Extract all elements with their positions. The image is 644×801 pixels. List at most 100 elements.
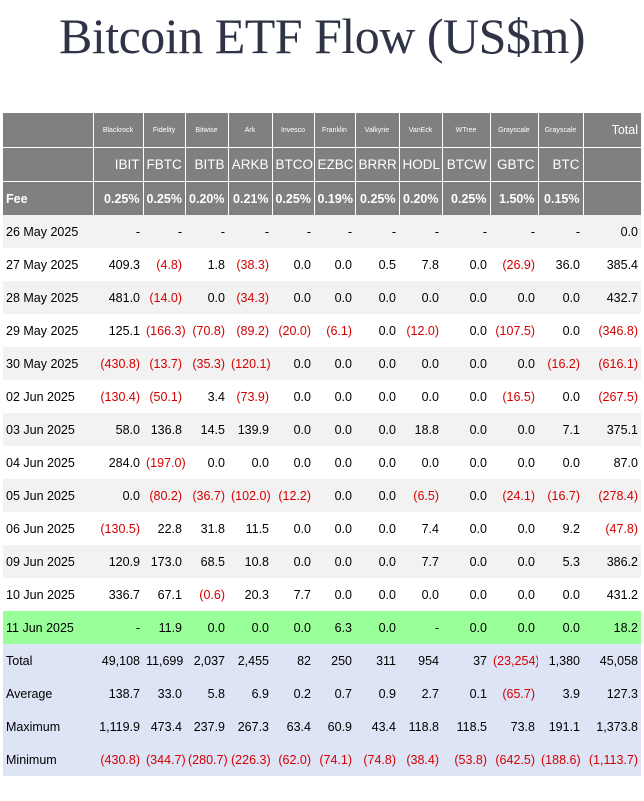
date-cell: 11 Jun 2025	[3, 611, 93, 644]
flow-cell: (166.3)	[146, 323, 185, 338]
summary-cell: 138.7	[93, 677, 143, 710]
summary-cell: (188.6)	[538, 743, 583, 776]
flow-cell: (73.9)	[236, 389, 269, 404]
fee-cell: 0.15%	[538, 181, 584, 215]
date-cell: 27 May 2025	[6, 257, 79, 272]
flow-cell: 0.0	[517, 587, 535, 602]
date-cell: 28 May 2025	[3, 281, 93, 314]
issuer-header: Bitwise	[185, 113, 229, 148]
table-row: 27 May 2025 409.3 (4.8) 1.8 (38.3) 0.0 0.0 0.5 7…	[3, 248, 641, 281]
flow-cell: 0.0	[334, 455, 352, 470]
ticker-header: BTC	[538, 147, 584, 182]
flow-cell: 0.0	[355, 281, 399, 314]
flow-cell: 0.0	[334, 389, 352, 404]
summary-cell: (430.8)	[93, 743, 143, 776]
flow-cell: 7.7	[399, 545, 442, 578]
summary-row: Minimum (430.8) (344.7) (280.7) (226.3) (62.0…	[3, 743, 641, 776]
flow-cell: (38.3)	[236, 257, 269, 272]
issuer-header: Franklin	[314, 113, 356, 148]
summary-cell: (226.3)	[228, 743, 272, 776]
flow-cell: (12.0)	[406, 323, 439, 338]
flow-cell: 0.0	[469, 521, 487, 536]
flow-cell: 0.5	[378, 257, 396, 272]
summary-cell: 3.9	[538, 677, 583, 710]
flow-cell: 0.0	[378, 323, 396, 338]
flow-cell: (14.0)	[143, 281, 185, 314]
flow-cell: 31.8	[200, 521, 225, 536]
flow-cell: 336.7	[108, 587, 140, 602]
flow-cell: 7.7	[293, 587, 311, 602]
flow-cell: 14.5	[185, 413, 228, 446]
fee-cell: 0.25%	[93, 181, 144, 215]
summary-row: Total 49,108 11,699 2,037 2,455 82 250 311 954 37…	[3, 644, 641, 677]
table-row: 29 May 2025 125.1 (166.3) (70.8) (89.2) (20.0…	[3, 314, 641, 347]
summary-cell: (53.8)	[442, 743, 490, 776]
table-row: 04 Jun 2025 284.0 (197.0) 0.0 0.0 0.0 0.0 0.0 0.…	[3, 446, 641, 479]
summary-cell: (280.7)	[185, 743, 228, 776]
flow-cell: 0.0	[517, 521, 535, 536]
flow-cell: 0.0	[442, 281, 490, 314]
flow-cell: -	[272, 215, 314, 248]
flow-cell: 10.8	[228, 545, 272, 578]
flow-cell: 0.0	[314, 545, 355, 578]
flow-cell: (34.3)	[228, 281, 272, 314]
row-total-cell: 432.7	[583, 281, 641, 314]
summary-cell: 118.5	[442, 710, 490, 743]
flow-cell: 0.0	[399, 347, 442, 380]
summary-cell: 0.1	[442, 677, 490, 710]
flow-cell: (80.2)	[143, 479, 185, 512]
flow-cell: -	[143, 215, 185, 248]
flow-cell: 0.0	[562, 455, 580, 470]
flow-cell: 0.0	[421, 455, 439, 470]
flow-cell: 0.0	[517, 455, 535, 470]
flow-cell: 0.0	[469, 257, 487, 272]
flow-cell: 0.0	[442, 545, 490, 578]
flow-cell: 68.5	[185, 545, 228, 578]
table-row: 11 Jun 2025-11.9 0.0 0.0 0.0 6.3 0.0-0.0 0.0 0.…	[3, 611, 641, 644]
flow-cell: 0.0	[228, 611, 272, 644]
flow-cell: 0.0	[93, 479, 143, 512]
summary-cell: 118.8	[399, 710, 442, 743]
flow-cell: (102.0)	[228, 479, 272, 512]
ticker-header: HODL	[399, 147, 443, 182]
row-total-cell: 0.0	[583, 215, 641, 248]
flow-cell: 18.8	[399, 413, 442, 446]
row-total-cell: 386.2	[583, 545, 641, 578]
summary-cell: (344.7)	[143, 743, 185, 776]
issuer-header: Blackrock	[93, 113, 144, 148]
flow-cell: 20.3	[244, 587, 269, 602]
flow-cell: 0.0	[314, 347, 355, 380]
flow-cell: (6.1)	[326, 323, 352, 338]
summary-cell: 311	[355, 644, 399, 677]
row-total-cell: 385.4	[606, 257, 638, 272]
ticker-header: BTCO	[272, 147, 315, 182]
issuer-header: WTree	[442, 113, 491, 148]
table-row: 30 May 2025 (430.8) (13.7) (35.3) (120.1) 0.0…	[3, 347, 641, 380]
flow-cell: 0.0	[293, 257, 311, 272]
fee-cell: 1.50%	[490, 181, 539, 215]
date-cell: 02 Jun 2025	[6, 389, 75, 404]
summary-cell: 33.0	[143, 677, 185, 710]
flow-cell: -	[490, 215, 538, 248]
summary-label: Minimum	[3, 743, 93, 776]
flow-cell: 0.0	[490, 347, 538, 380]
summary-cell: 191.1	[538, 710, 583, 743]
date-cell: 30 May 2025	[3, 347, 93, 380]
flow-cell: 0.0	[490, 545, 538, 578]
summary-row: Average 138.7 33.0 5.8 6.9 0.2 0.7 0.9 2.7 0.1 (65…	[3, 677, 641, 710]
flow-cell: (16.7)	[538, 479, 583, 512]
fee-cell: 0.20%	[399, 181, 443, 215]
summary-cell: 49,108	[93, 644, 143, 677]
summary-row: Maximum 1,119.9 473.4 237.9 267.3 63.4 60.9 43.…	[3, 710, 641, 743]
flow-cell: 0.0	[490, 413, 538, 446]
flow-cell: 3.4	[207, 389, 225, 404]
flow-cell: 0.0	[442, 479, 490, 512]
flow-cell: -	[399, 611, 442, 644]
flow-cell: -	[355, 215, 399, 248]
flow-cell: 481.0	[93, 281, 143, 314]
row-total-cell: 431.2	[606, 587, 638, 602]
flow-cell: 0.0	[272, 413, 314, 446]
ticker-header: BTCW	[442, 147, 491, 182]
flow-cell: 9.2	[562, 521, 580, 536]
flow-cell: 7.4	[421, 521, 439, 536]
